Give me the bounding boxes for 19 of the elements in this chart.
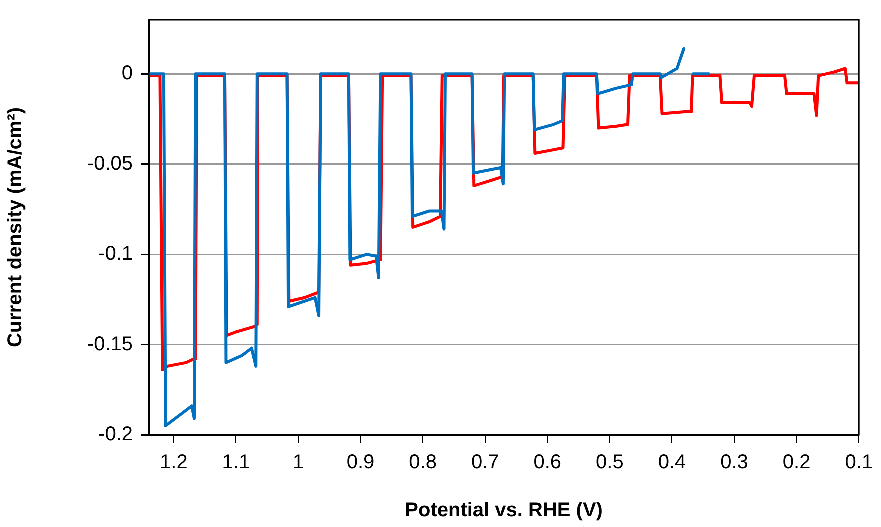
x-tick-label: 0.3: [720, 452, 748, 474]
x-tick-label: 0.2: [782, 452, 811, 474]
x-tick-label: 1.1: [222, 452, 250, 474]
y-tick-label: -0.2: [98, 424, 133, 446]
y-tick-label: 0: [122, 62, 133, 85]
y-tick-label: -0.15: [87, 333, 133, 356]
y-tick-label: -0.1: [98, 243, 133, 266]
x-tick-label: 0.9: [346, 452, 375, 474]
x-tick-label: 0.5: [596, 452, 624, 474]
x-tick-label: 1: [292, 452, 304, 474]
x-tick-label: 0.8: [409, 452, 437, 474]
y-axis-title: Current density (mA/cm²): [4, 107, 27, 348]
x-tick-label: 1.2: [160, 452, 188, 474]
x-tick-label: 0.7: [471, 452, 500, 474]
x-tick-label: 0.1: [845, 452, 874, 474]
y-tick-label: -0.05: [87, 152, 133, 175]
x-tick-label: 0.6: [534, 452, 562, 474]
x-axis-title: Potential vs. RHE (V): [405, 500, 603, 522]
x-tick-label: 0.4: [658, 452, 686, 474]
